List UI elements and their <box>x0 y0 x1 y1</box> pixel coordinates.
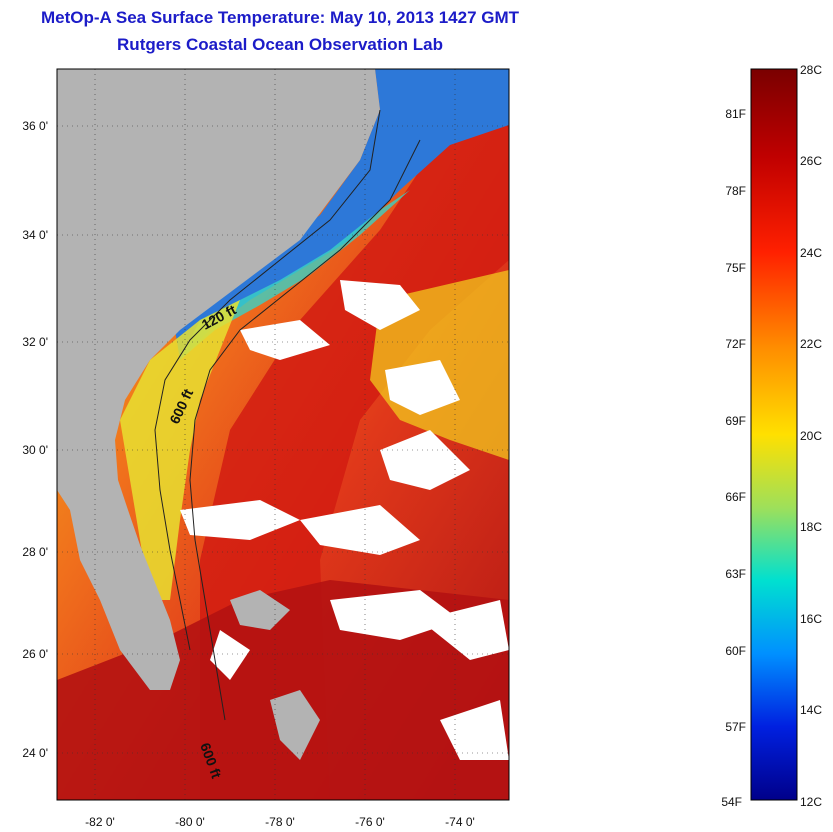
celsius-label: 18C <box>800 520 822 534</box>
celsius-label: 12C <box>800 795 822 809</box>
lat-label: 32 0' <box>22 335 48 349</box>
cyan-nearshore-water <box>180 190 410 360</box>
lat-label: 24 0' <box>22 746 48 760</box>
lon-label: -78 0' <box>265 815 295 829</box>
lat-label: 34 0' <box>22 228 48 242</box>
fahrenheit-label: 72F <box>725 337 746 351</box>
lon-label: -76 0' <box>355 815 385 829</box>
celsius-label: 16C <box>800 612 822 626</box>
celsius-label: 28C <box>800 63 822 77</box>
celsius-label: 22C <box>800 337 822 351</box>
colorbar-celsius-labels: 28C 26C 24C 22C 20C 18C 16C 14C 12C <box>800 63 822 809</box>
celsius-label: 24C <box>800 246 822 260</box>
map-subtitle: Rutgers Coastal Ocean Observation Lab <box>117 35 443 54</box>
cool-nearshore-water <box>175 69 509 360</box>
lat-label: 36 0' <box>22 119 48 133</box>
fahrenheit-label: 60F <box>725 644 746 658</box>
contour-600ft <box>189 139 421 721</box>
fahrenheit-label: 81F <box>725 107 746 121</box>
fahrenheit-label: 69F <box>725 414 746 428</box>
fahrenheit-label: 78F <box>725 184 746 198</box>
bahamas <box>270 690 320 760</box>
colorbar-fahrenheit-labels: 81F 78F 75F 72F 69F 66F 63F 60F 57F 54F <box>721 107 746 809</box>
contour-120ft <box>154 109 381 651</box>
celsius-label: 26C <box>800 154 822 168</box>
lat-labels: 36 0' 34 0' 32 0' 30 0' 28 0' 26 0' 24 0… <box>22 119 48 760</box>
lon-label: -74 0' <box>445 815 475 829</box>
map-title: MetOp-A Sea Surface Temperature: May 10,… <box>40 8 520 27</box>
fahrenheit-label: 54F <box>721 795 742 809</box>
map-frame <box>56 68 510 801</box>
cloud-cover <box>180 280 509 760</box>
lat-lon-grid <box>57 69 509 800</box>
lat-label: 28 0' <box>22 545 48 559</box>
colorbar <box>750 68 798 801</box>
lat-label: 26 0' <box>22 647 48 661</box>
fahrenheit-label: 75F <box>725 261 746 275</box>
lon-label: -82 0' <box>85 815 115 829</box>
lat-label: 30 0' <box>22 443 48 457</box>
celsius-label: 20C <box>800 429 822 443</box>
yellow-shelf-water <box>120 300 240 600</box>
celsius-label: 14C <box>800 703 822 717</box>
fahrenheit-label: 63F <box>725 567 746 581</box>
land <box>57 69 380 690</box>
fahrenheit-label: 66F <box>725 490 746 504</box>
lon-label: -80 0' <box>175 815 205 829</box>
lon-labels: -82 0' -80 0' -78 0' -76 0' -74 0' <box>85 815 475 829</box>
fahrenheit-label: 57F <box>725 720 746 734</box>
